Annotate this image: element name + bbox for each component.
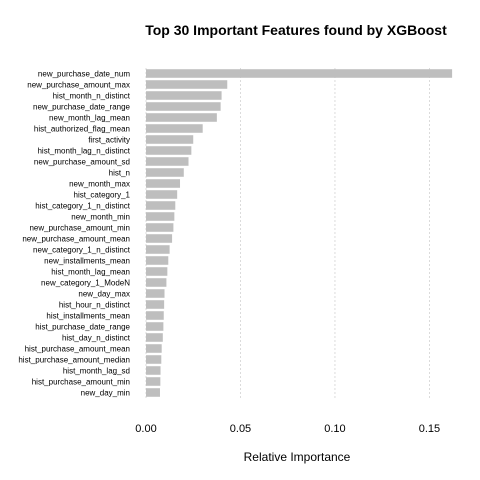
bar [146,91,222,100]
bar [146,168,184,177]
bars [146,69,453,397]
bar [146,278,167,287]
bar [146,388,160,397]
x-axis-ticks: 0.00 0.05 0.10 0.15 [135,423,440,435]
category-label: new_category_1_n_distinct [33,246,131,255]
bar [146,267,168,276]
bar [146,179,181,188]
bar [146,124,203,133]
bar [146,102,221,111]
category-label: hist_installments_mean [46,312,130,321]
chart-title: Top 30 Important Features found by XGBoo… [145,22,447,38]
bar [146,201,176,210]
category-label: hist_category_1 [74,191,131,200]
x-tick-label: 0.00 [135,423,156,435]
category-label: new_month_max [69,180,130,189]
bar [146,234,173,243]
category-label: hist_purchase_date_range [35,323,130,332]
bar [146,135,194,144]
bar [146,113,217,122]
category-labels: new_purchase_date_num new_purchase_amount… [18,70,130,398]
category-label: new_month_lag_mean [49,114,130,123]
x-tick-label: 0.05 [230,423,251,435]
bar [146,223,174,232]
category-label: hist_category_1_n_distinct [35,202,131,211]
bar [146,366,161,375]
category-label: hist_hour_n_distinct [59,301,131,310]
bar [146,300,165,309]
x-axis-title: Relative Importance [244,450,351,464]
category-label: hist_month_lag_mean [51,268,130,277]
bar [146,157,189,166]
category-label: new_purchase_date_num [38,70,130,79]
category-label: hist_month_lag_sd [63,367,130,376]
bar [146,289,165,298]
bar [146,311,164,320]
bar [146,69,453,78]
category-label: hist_month_n_distinct [53,92,131,101]
category-label: hist_purchase_amount_mean [25,345,130,354]
x-tick-label: 0.10 [324,423,345,435]
category-label: new_day_max [78,290,130,299]
category-label: hist_purchase_amount_min [32,378,130,387]
category-label: new_category_1_ModeN [41,279,130,288]
category-label: hist_day_n_distinct [62,334,131,343]
bar [146,322,164,331]
bar [146,333,163,342]
bar [146,245,170,254]
bar [146,344,162,353]
category-label: first_activity [88,136,130,145]
category-label: new_purchase_amount_max [27,81,130,90]
bar [146,256,169,265]
category-label: hist_month_lag_n_distinct [37,147,130,156]
bar [146,355,162,364]
bar [146,377,161,386]
bar [146,80,228,89]
category-label: hist_authorized_flag_mean [34,125,130,134]
category-label: new_month_min [71,213,130,222]
category-label: new_purchase_amount_min [29,224,130,233]
bar [146,146,192,155]
bar [146,212,175,221]
bar [146,190,178,199]
category-label: new_purchase_amount_sd [34,158,130,167]
category-label: new_purchase_date_range [33,103,131,112]
x-tick-label: 0.15 [419,423,440,435]
category-label: new_day_min [81,389,130,398]
category-label: hist_purchase_amount_median [18,356,130,365]
category-label: new_installments_mean [44,257,130,266]
grid-lines [145,68,430,398]
category-label: new_purchase_amount_mean [22,235,130,244]
category-label: hist_n [109,169,130,178]
